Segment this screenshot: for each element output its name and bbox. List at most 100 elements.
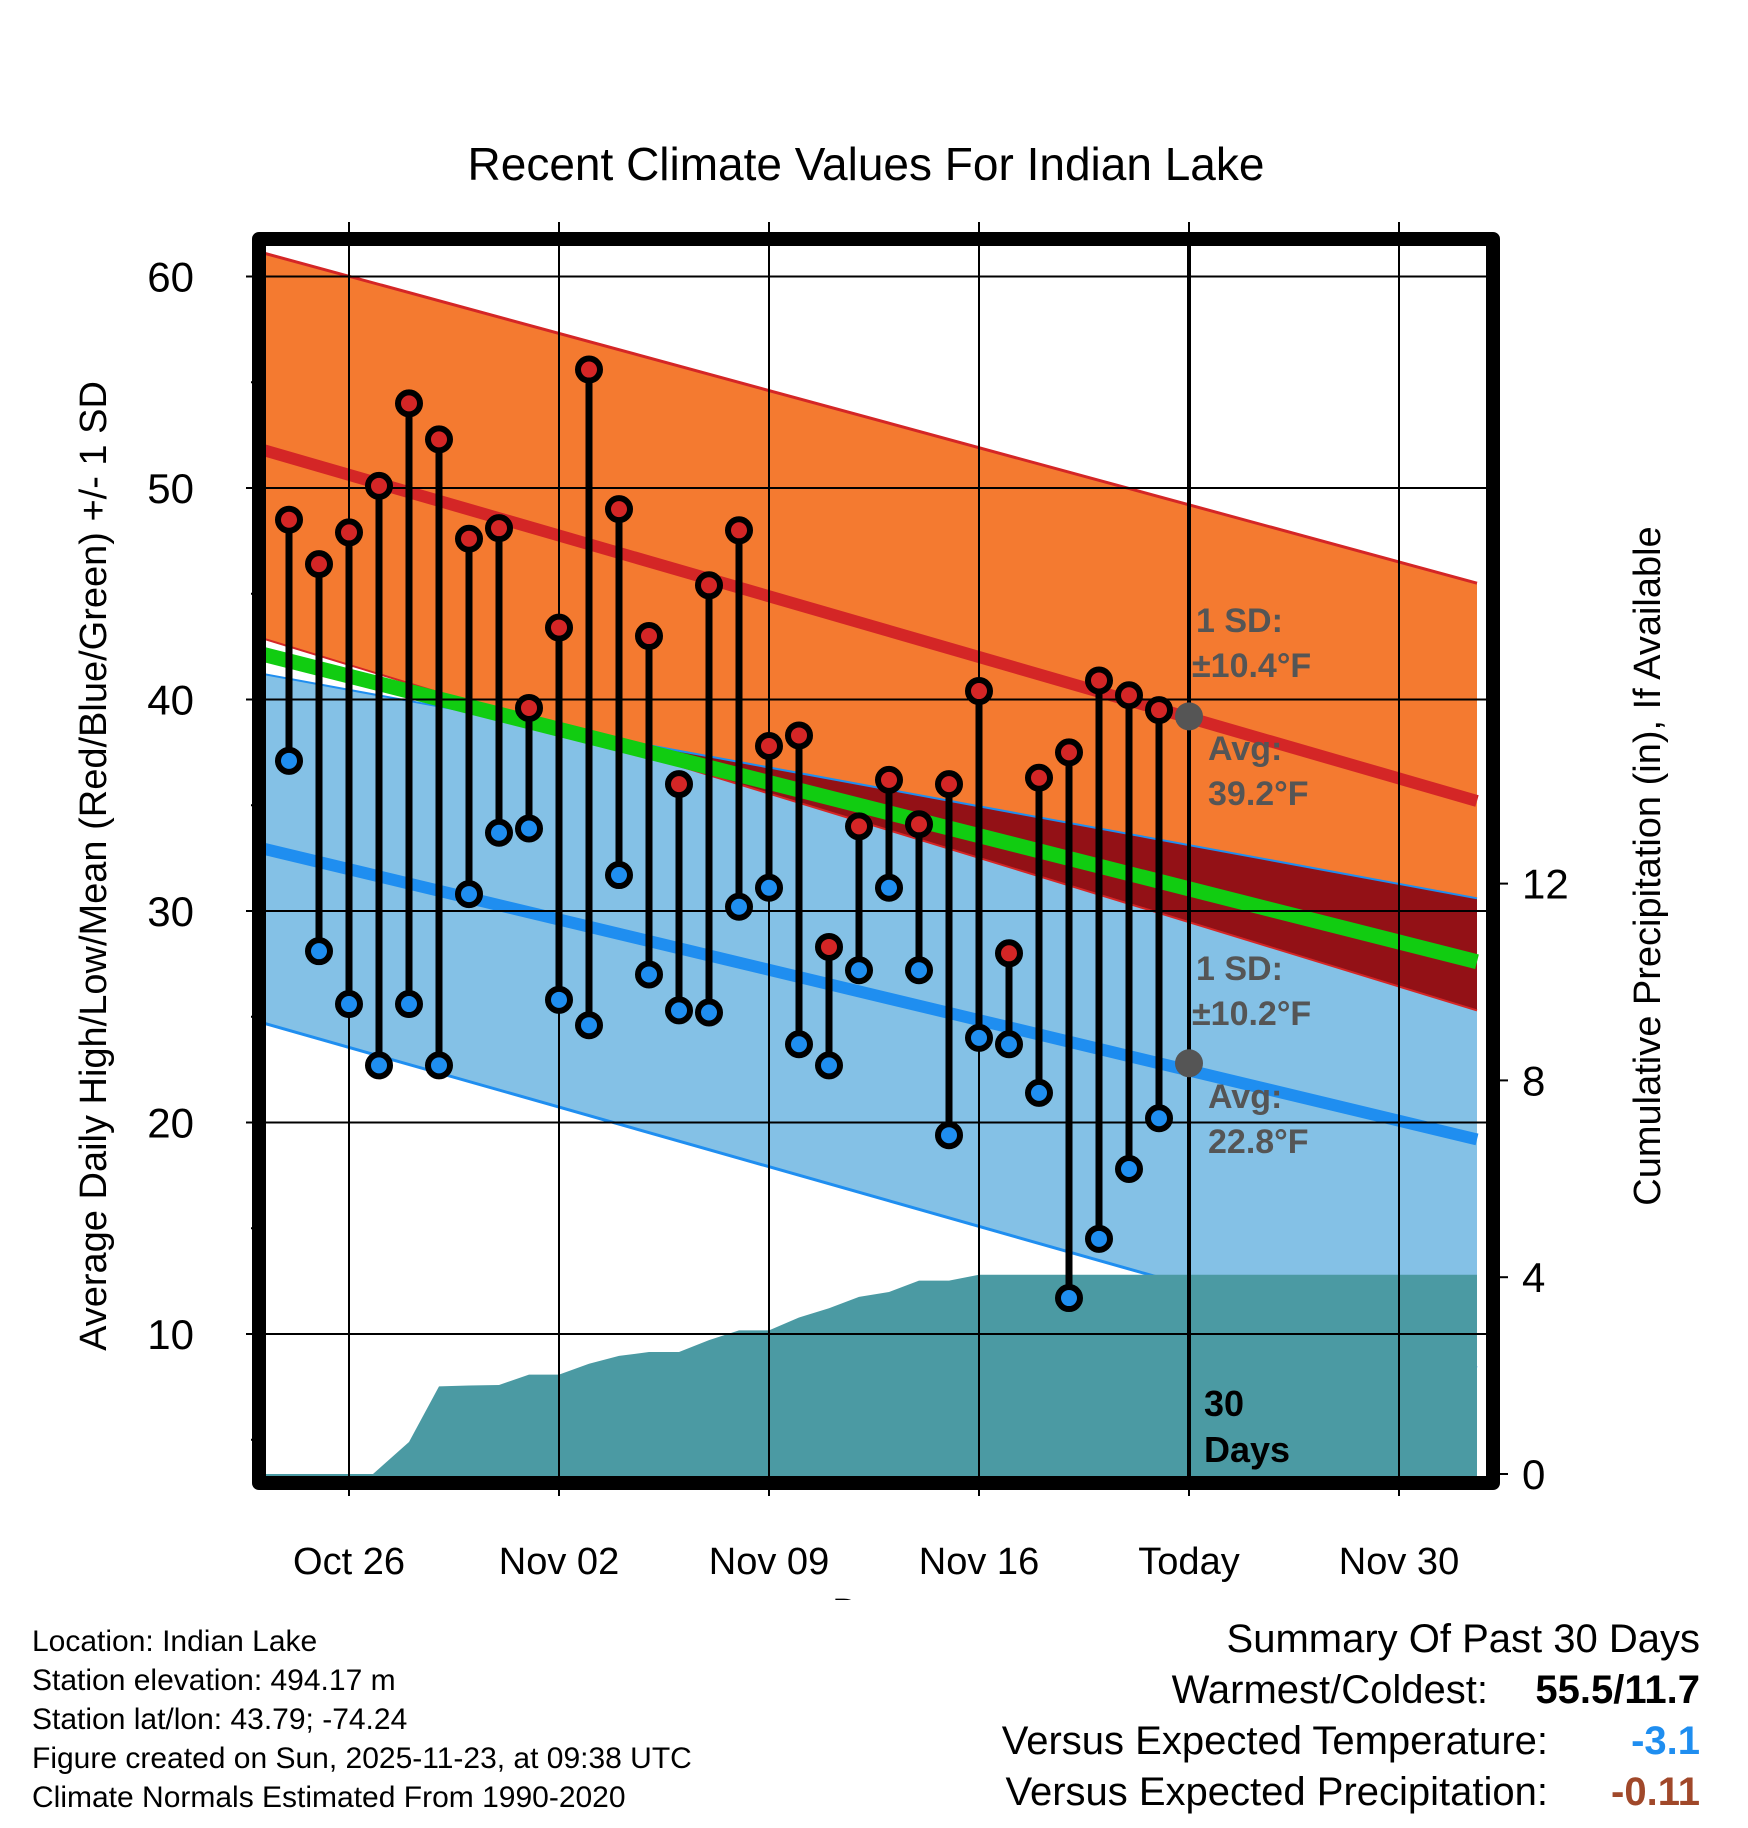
low-point [785, 1030, 813, 1059]
high-point [815, 932, 843, 961]
high-point [725, 516, 753, 545]
high-sd-label-1: 1 SD: [1196, 602, 1283, 640]
y-axis-label: Average Daily High/Low/Mean (Red/Blue/Gr… [73, 381, 115, 1351]
warm-cold-value: 55.5/11.7 [1535, 1668, 1700, 1712]
y2-tick-label-8: 8 [1522, 1057, 1545, 1104]
plot-area [266, 246, 1486, 1476]
low-avg-marker [1175, 1049, 1203, 1078]
normal-mean-line [266, 647, 1479, 970]
y2-axis-label: Cumulative Precipitation (in), If Availa… [1627, 526, 1669, 1205]
high-point [425, 425, 453, 454]
low-point [695, 998, 723, 1027]
normal-high-line [266, 444, 1479, 807]
x-tick-label-28: Today [1138, 1541, 1239, 1583]
high-point [365, 471, 393, 500]
y2-tick-label-4: 4 [1522, 1254, 1545, 1301]
high-point [875, 765, 903, 794]
high-point [965, 677, 993, 706]
high-point [275, 505, 303, 534]
high-point [575, 355, 603, 384]
y-tick-label-20: 20 [147, 1100, 194, 1147]
low-point [725, 892, 753, 921]
temp-departure-value: -3.1 [1631, 1719, 1700, 1763]
low-point [485, 818, 513, 847]
plot-frame [252, 232, 1500, 1490]
y-tick-label-30: 30 [147, 888, 194, 935]
created-text: Figure created on Sun, 2025-11-23, at 09… [32, 1742, 692, 1775]
low-point [845, 956, 873, 985]
elevation-text: Station elevation: 494.17 m [32, 1664, 396, 1697]
precip-departure-value: -0.11 [1611, 1770, 1700, 1814]
low-point [305, 937, 333, 966]
x-tick-label-14: Nov 09 [709, 1541, 829, 1583]
station-info: Location: Indian Lake Station elevation:… [32, 1622, 692, 1817]
high-point [515, 693, 543, 722]
high-point [845, 812, 873, 841]
low-point [545, 985, 573, 1014]
low-point [1025, 1078, 1053, 1107]
low-point [335, 990, 363, 1019]
high-point [1145, 696, 1173, 725]
temp-departure-label: Versus Expected Temperature: [1001, 1719, 1548, 1763]
today-days-label-1: 30 [1204, 1383, 1244, 1424]
y2-tick-label-12: 12 [1522, 861, 1569, 908]
high-point [335, 518, 363, 547]
normals-text: Climate Normals Estimated From 1990-2020 [32, 1781, 626, 1814]
low-point [905, 956, 933, 985]
high-sd-label-2: ±10.4°F [1192, 647, 1311, 685]
normal-low-line [266, 843, 1479, 1146]
low-point [455, 880, 483, 909]
latlon-text: Station lat/lon: 43.79; -74.24 [32, 1703, 408, 1736]
high-point [665, 770, 693, 799]
low-avg-label-2: 22.8°F [1208, 1123, 1309, 1161]
high-point [635, 622, 663, 651]
y2-tick-label-0: 0 [1522, 1451, 1545, 1498]
low-sd-label-1: 1 SD: [1196, 950, 1283, 988]
high-point [1115, 681, 1143, 710]
precip-departure-label: Versus Expected Precipitation: [1005, 1770, 1548, 1814]
high-point [1025, 763, 1053, 792]
high-point [995, 939, 1023, 968]
y-tick-label-60: 60 [147, 254, 194, 301]
y-tick-label-50: 50 [147, 465, 194, 512]
x-tick-label-35: Nov 30 [1339, 1541, 1459, 1583]
low-point [635, 960, 663, 989]
high-point [485, 514, 513, 543]
low-point [935, 1121, 963, 1150]
low-avg-label-1: Avg: [1208, 1078, 1282, 1116]
high-point [305, 550, 333, 579]
low-point [275, 746, 303, 775]
low-point [605, 861, 633, 890]
high-point [1055, 738, 1083, 767]
high-point [755, 732, 783, 761]
low-point [875, 873, 903, 902]
climate-chart: Recent Climate Values For Indian Lake 1 … [73, 138, 1669, 1600]
low-point [815, 1051, 843, 1080]
today-days-label-2: Days [1204, 1429, 1290, 1470]
low-point [575, 1011, 603, 1040]
y-tick-label-40: 40 [147, 677, 194, 724]
high-sd-upper-line [266, 252, 1478, 585]
high-point [545, 613, 573, 642]
high-point [455, 524, 483, 553]
low-point [365, 1051, 393, 1080]
x-axis-label: Day [832, 1592, 900, 1600]
y-tick-label-10: 10 [147, 1311, 194, 1358]
high-point [605, 495, 633, 524]
high-avg-marker [1175, 702, 1203, 731]
low-point [515, 814, 543, 843]
low-point [965, 1023, 993, 1052]
low-point [1115, 1155, 1143, 1184]
summary-precip: Versus Expected Precipitation: -0.11 [1002, 1767, 1700, 1818]
summary-temp: Versus Expected Temperature: -3.1 [1002, 1716, 1700, 1767]
warm-cold-label: Warmest/Coldest: [1171, 1668, 1488, 1712]
low-point [995, 1030, 1023, 1059]
summary-panel: Summary Of Past 30 Days Warmest/Coldest:… [1002, 1614, 1700, 1818]
location-text: Location: Indian Lake [32, 1625, 318, 1658]
low-point [395, 990, 423, 1019]
high-point [935, 770, 963, 799]
x-tick-label-21: Nov 16 [919, 1541, 1039, 1583]
low-point [665, 996, 693, 1025]
summary-warm-cold: Warmest/Coldest: 55.5/11.7 [1002, 1665, 1700, 1716]
low-point [425, 1051, 453, 1080]
